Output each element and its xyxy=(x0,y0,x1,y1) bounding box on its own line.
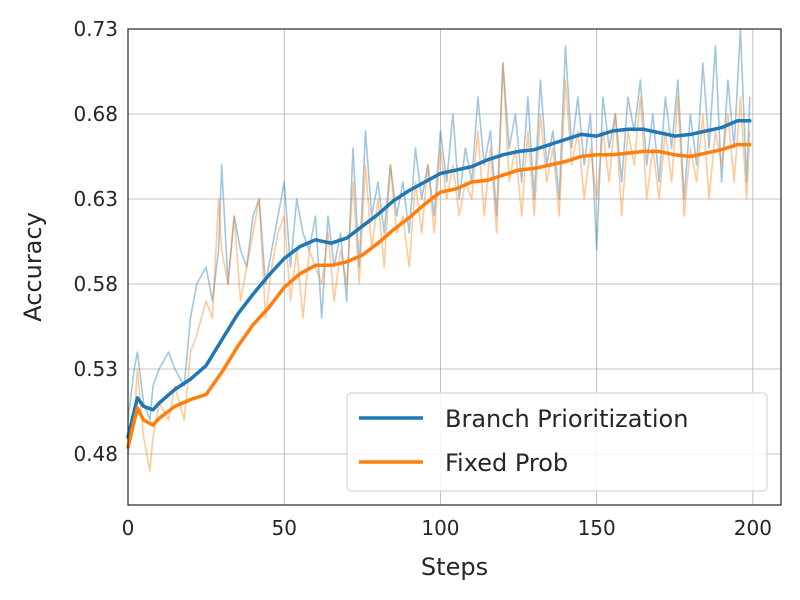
legend-label-fixed-prob: Fixed Prob xyxy=(445,449,568,477)
x-tick-label: 100 xyxy=(421,516,459,540)
raw-line-branch-prioritization xyxy=(127,28,751,421)
y-tick-label: 0.58 xyxy=(73,272,118,296)
raw-line-fixed-prob xyxy=(127,62,751,472)
x-axis-label: Steps xyxy=(421,553,488,581)
legend: Branch Prioritization Fixed Prob xyxy=(346,392,768,492)
x-tick-label: 0 xyxy=(122,516,135,540)
y-tick-label: 0.63 xyxy=(73,187,118,211)
legend-label-branch-prioritization: Branch Prioritization xyxy=(445,405,688,433)
y-tick-label: 0.68 xyxy=(73,102,118,126)
x-tick-label: 200 xyxy=(734,516,772,540)
y-axis-label: Accuracy xyxy=(19,212,47,322)
plot-frame xyxy=(127,28,782,506)
tick-labels: 0 50 100 150 200 0.48 0.53 0.58 0.63 0.68 0.73 xyxy=(73,17,772,540)
x-tick-label: 150 xyxy=(578,516,616,540)
y-tick-label: 0.53 xyxy=(73,357,118,381)
smoothed-line-branch-prioritization xyxy=(126,119,752,439)
x-tick-label: 50 xyxy=(271,516,296,540)
series-layer xyxy=(126,28,752,472)
y-tick-label: 0.73 xyxy=(73,17,118,41)
smoothed-line-fixed-prob xyxy=(126,142,752,449)
y-tick-label: 0.48 xyxy=(73,442,118,466)
legend-box xyxy=(346,392,768,492)
